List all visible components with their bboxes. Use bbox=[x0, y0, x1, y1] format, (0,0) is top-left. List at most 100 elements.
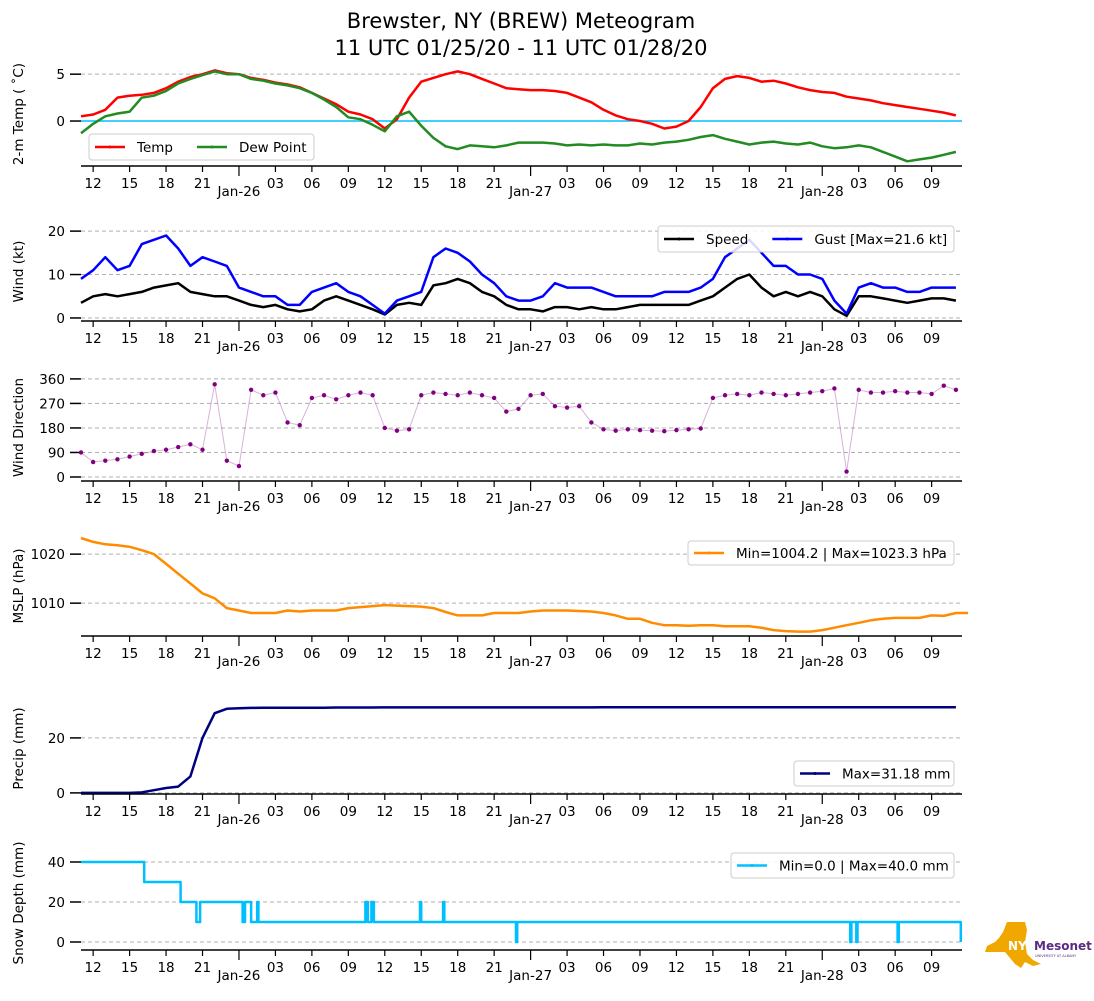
x-tick-label: 09 bbox=[923, 491, 940, 507]
wind-direction-point bbox=[200, 447, 205, 452]
y-tick-label: 180 bbox=[39, 421, 65, 437]
x-tick-label: 21 bbox=[486, 960, 503, 976]
x-date-label: Jan-28 bbox=[800, 499, 844, 515]
x-tick-label: 12 bbox=[85, 646, 102, 662]
x-tick-label: 15 bbox=[121, 646, 138, 662]
panel-snow: 0 20 40 Snow Depth (mm) Min=0.0 | Max=40.0 m… bbox=[11, 842, 963, 984]
legend-snow: Min=0.0 | Max=40.0 mm bbox=[730, 852, 955, 879]
x-tick-label: 09 bbox=[340, 960, 357, 976]
x-tick-label: 18 bbox=[741, 804, 758, 820]
x-tick-label: 03 bbox=[850, 960, 867, 976]
wind-direction-point bbox=[321, 393, 327, 398]
x-date-label: Jan-26 bbox=[217, 184, 261, 200]
wind-direction-point bbox=[115, 457, 120, 462]
wind-direction-point bbox=[795, 391, 801, 397]
series-min-0-0-max-40-0-mm bbox=[81, 860, 963, 944]
legend-marker bbox=[750, 864, 754, 867]
wind-direction-point bbox=[759, 390, 764, 395]
legend-label: Min=1004.2 | Max=1023.3 hPa bbox=[736, 546, 947, 562]
wind-direction-point bbox=[917, 390, 922, 395]
wind-direction-point bbox=[662, 429, 667, 434]
legend-box bbox=[793, 760, 955, 787]
wind-direction-point bbox=[139, 451, 144, 457]
legend-marker bbox=[707, 551, 711, 555]
x-tick-label: 03 bbox=[558, 804, 575, 820]
legend-marker bbox=[210, 145, 214, 149]
x-tick-label: 09 bbox=[923, 804, 940, 820]
x-tick-label: 15 bbox=[704, 646, 721, 662]
wind-direction-point bbox=[236, 463, 242, 469]
x-tick-label: 06 bbox=[595, 491, 612, 507]
x-tick-label: 09 bbox=[340, 804, 357, 820]
x-tick-label: 21 bbox=[777, 804, 794, 820]
x-tick-label: 18 bbox=[157, 804, 174, 820]
x-tick-label: 21 bbox=[194, 176, 211, 192]
series-max-31-18-mm bbox=[81, 705, 956, 795]
wind-direction-point bbox=[649, 428, 655, 433]
logo-mesonet-text: Mesonet bbox=[1034, 939, 1092, 953]
x-tick-label: 06 bbox=[595, 646, 612, 662]
x-tick-label: 03 bbox=[850, 176, 867, 192]
x-tick-label: 12 bbox=[376, 331, 393, 347]
y-tick-label: 1020 bbox=[31, 547, 65, 563]
y-tick-label: 10 bbox=[48, 268, 65, 284]
x-date-label: Jan-28 bbox=[800, 184, 844, 200]
wind-direction-point bbox=[589, 420, 594, 425]
x-tick-label: 21 bbox=[194, 331, 211, 347]
panel-precip: 0 20 Precip (mm) Max=31.18 mm 12 15 18 21 Jan-26… bbox=[11, 705, 962, 828]
wind-direction-point bbox=[686, 427, 691, 432]
legend-label: Temp bbox=[136, 140, 173, 156]
y-tick-label: 0 bbox=[56, 311, 65, 327]
x-tick-label: 15 bbox=[413, 331, 430, 347]
x-tick-label: 15 bbox=[121, 491, 138, 507]
x-tick-label: 21 bbox=[777, 960, 794, 976]
x-tick-label: 03 bbox=[558, 331, 575, 347]
x-tick-label: 03 bbox=[267, 331, 284, 347]
x-tick-label: 06 bbox=[887, 960, 904, 976]
x-tick-label: 03 bbox=[267, 804, 284, 820]
x-tick-label: 18 bbox=[741, 960, 758, 976]
x-tick-label: 06 bbox=[887, 331, 904, 347]
wind-direction-point bbox=[832, 386, 837, 391]
series-temp bbox=[80, 69, 957, 130]
x-date-label: Jan-26 bbox=[217, 654, 261, 670]
y-tick-label: 20 bbox=[48, 224, 65, 240]
x-tick-label: 06 bbox=[595, 960, 612, 976]
wind-direction-point bbox=[163, 447, 169, 452]
x-tick-label: 06 bbox=[303, 804, 320, 820]
wind-direction-point bbox=[358, 390, 363, 395]
x-tick-label: 15 bbox=[121, 176, 138, 192]
wind-direction-point bbox=[734, 391, 740, 397]
x-tick-label: 06 bbox=[303, 491, 320, 507]
x-tick-label: 15 bbox=[704, 804, 721, 820]
x-date-label: Jan-28 bbox=[800, 812, 844, 828]
x-tick-label: 09 bbox=[923, 331, 940, 347]
x-tick-label: 15 bbox=[413, 176, 430, 192]
legend-label: Dew Point bbox=[239, 140, 307, 156]
wind-direction-point bbox=[929, 391, 934, 397]
wind-direction-point bbox=[394, 428, 400, 433]
x-tick-label: 15 bbox=[121, 960, 138, 976]
x-date-label: Jan-27 bbox=[508, 499, 552, 515]
wind-direction-point bbox=[528, 393, 533, 398]
legend-precip: Max=31.18 mm bbox=[793, 760, 955, 787]
wind-direction-point bbox=[807, 390, 813, 395]
wind-direction-point bbox=[783, 393, 788, 398]
x-tick-label: 18 bbox=[157, 960, 174, 976]
x-tick-label: 09 bbox=[631, 331, 648, 347]
x-date-label: Jan-28 bbox=[800, 654, 844, 670]
x-tick-label: 18 bbox=[449, 646, 466, 662]
x-tick-label: 09 bbox=[340, 331, 357, 347]
x-tick-label: 03 bbox=[850, 646, 867, 662]
x-tick-label: 09 bbox=[631, 646, 648, 662]
x-tick-label: 18 bbox=[157, 491, 174, 507]
x-tick-label: 03 bbox=[558, 491, 575, 507]
wind-direction-point bbox=[674, 427, 679, 433]
wind-direction-point bbox=[941, 383, 946, 388]
x-tick-label: 03 bbox=[850, 804, 867, 820]
x-tick-label: 09 bbox=[340, 176, 357, 192]
legend-wind: Speed Gust [Max=21.6 kt] bbox=[657, 225, 955, 253]
x-tick-label: 09 bbox=[631, 491, 648, 507]
x-date-label: Jan-28 bbox=[800, 339, 844, 355]
